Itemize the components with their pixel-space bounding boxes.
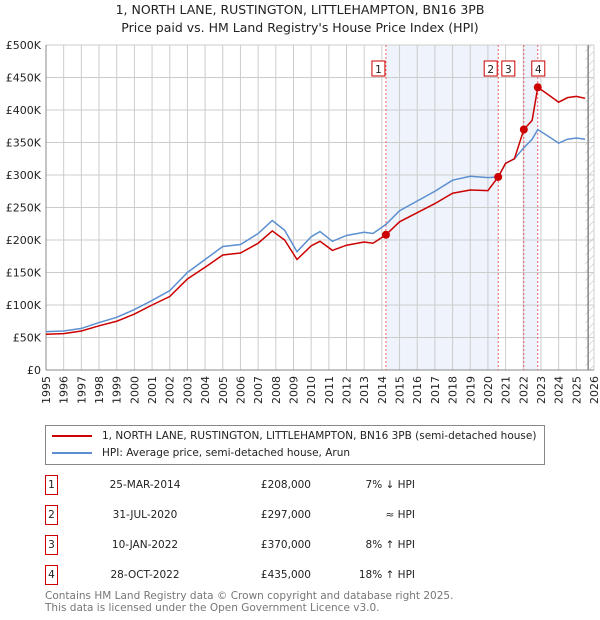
chart-subtitle: Price paid vs. HM Land Registry's House … (121, 20, 479, 35)
sale-label: 1 (375, 64, 382, 76)
x-tick-label: 2002 (164, 376, 177, 404)
sale-point (519, 125, 528, 134)
x-tick-label: 2014 (376, 376, 389, 404)
footer: Contains HM Land Registry data © Crown c… (45, 590, 453, 614)
transaction-marker: 4 (45, 565, 58, 585)
y-tick-label: £50K (13, 332, 42, 345)
sale-label-box (371, 60, 386, 77)
y-tick-label: £0 (27, 364, 41, 377)
transaction-price: £297,000 (260, 509, 311, 521)
x-tick-label: 2004 (199, 376, 212, 404)
sale-point (494, 172, 503, 181)
transaction-row: 2 31-JUL-2020 £297,000 ≈ HPI (45, 505, 445, 525)
x-tick-label: 2001 (146, 376, 159, 404)
x-tick-label: 2009 (287, 376, 300, 404)
sale-point (381, 230, 390, 239)
legend-label-property: 1, NORTH LANE, RUSTINGTON, LITTLEHAMPTON… (102, 430, 537, 442)
sale-label: 2 (487, 64, 494, 76)
x-tick-label: 1997 (75, 376, 88, 404)
x-tick-label: 2016 (411, 376, 424, 404)
sale-label-box (531, 60, 546, 77)
x-tick-label: 1996 (58, 376, 71, 404)
y-tick-label: £250K (6, 202, 42, 215)
footer-copyright: Contains HM Land Registry data © Crown c… (45, 590, 454, 602)
x-tick-label: 2008 (270, 376, 283, 404)
y-tick-label: £450K (6, 72, 42, 85)
x-tick-label: 2017 (429, 376, 442, 404)
x-tick-label: 2000 (128, 376, 141, 404)
x-tick-label: 1999 (111, 376, 124, 404)
x-tick-label: 1995 (40, 376, 53, 404)
transaction-hpi: ≈ HPI (385, 509, 415, 521)
plot-area: 1995 1996 1997 1998 1999 2000 2001 2002 2003 2004… (6, 39, 600, 404)
sale-label-box (483, 60, 498, 77)
sale-label: 4 (535, 64, 542, 76)
x-tick-label: 2006 (234, 376, 247, 404)
transaction-price: £208,000 (260, 479, 311, 491)
x-tick-label: 2025 (570, 376, 583, 404)
transaction-marker: 1 (45, 475, 58, 495)
x-tick-label: 2013 (358, 376, 371, 404)
transaction-date: 10-JAN-2022 (111, 539, 179, 551)
x-tick-label: 2022 (517, 376, 530, 404)
x-tick-label: 2005 (217, 376, 230, 404)
property-price-line (45, 85, 586, 335)
legend-swatch-hpi (52, 452, 92, 454)
legend-item-property: 1, NORTH LANE, RUSTINGTON, LITTLEHAMPTON… (52, 430, 536, 442)
x-tick-label: 2019 (464, 376, 477, 404)
x-tick-label: 2010 (305, 376, 318, 404)
x-tick-label: 2012 (341, 376, 354, 404)
transaction-hpi: 7% ↓ HPI (365, 479, 415, 491)
sale-point (533, 83, 542, 92)
transaction-row: 3 10-JAN-2022 £370,000 8% ↑ HPI (45, 535, 445, 555)
y-tick-label: £400K (6, 104, 42, 117)
transaction-price: £370,000 (260, 539, 311, 551)
x-tick-label: 2023 (535, 376, 548, 404)
transaction-date: 31-JUL-2020 (112, 509, 178, 521)
x-tick-label: 2024 (553, 376, 566, 404)
transaction-date: 28-OCT-2022 (110, 569, 180, 581)
transaction-price: £435,000 (260, 569, 311, 581)
y-tick-label: £300K (6, 169, 42, 182)
legend-item-hpi: HPI: Average price, semi-detached house,… (52, 447, 350, 459)
x-tick-label: 2020 (482, 376, 495, 404)
x-tick-label: 2007 (252, 376, 265, 404)
transaction-row: 1 25-MAR-2014 £208,000 7% ↓ HPI (45, 475, 445, 495)
x-tick-label: 2018 (447, 376, 460, 404)
sale-label-box (501, 60, 516, 77)
transaction-date: 25-MAR-2014 (109, 479, 181, 491)
transaction-marker: 2 (45, 505, 58, 525)
legend: 1, NORTH LANE, RUSTINGTON, LITTLEHAMPTON… (45, 425, 545, 465)
x-tick-label: 2021 (500, 376, 513, 404)
transaction-hpi: 8% ↑ HPI (365, 539, 415, 551)
legend-label-hpi: HPI: Average price, semi-detached house,… (102, 447, 351, 459)
x-tick-label: 2015 (394, 376, 407, 404)
transaction-row: 4 28-OCT-2022 £435,000 18% ↑ HPI (45, 565, 445, 585)
y-tick-label: £350K (6, 137, 42, 150)
y-tick-label: £100K (6, 299, 42, 312)
x-tick-label: 2026 (588, 376, 600, 404)
y-tick-label: £150K (6, 267, 42, 280)
footer-licence: This data is licensed under the Open Gov… (45, 602, 380, 614)
legend-swatch-property (52, 435, 92, 437)
transaction-marker: 3 (45, 535, 58, 555)
y-tick-label: £200K (6, 234, 42, 247)
x-tick-label: 2011 (323, 376, 336, 404)
x-tick-label: 1998 (93, 376, 106, 404)
transaction-hpi: 18% ↑ HPI (358, 569, 415, 581)
x-tick-label: 2003 (181, 376, 194, 404)
y-tick-label: £500K (6, 39, 42, 52)
chart-title: 1, NORTH LANE, RUSTINGTON, LITTLEHAMPTON… (115, 2, 485, 17)
hpi-line (45, 128, 586, 333)
sale-label: 3 (505, 64, 512, 76)
